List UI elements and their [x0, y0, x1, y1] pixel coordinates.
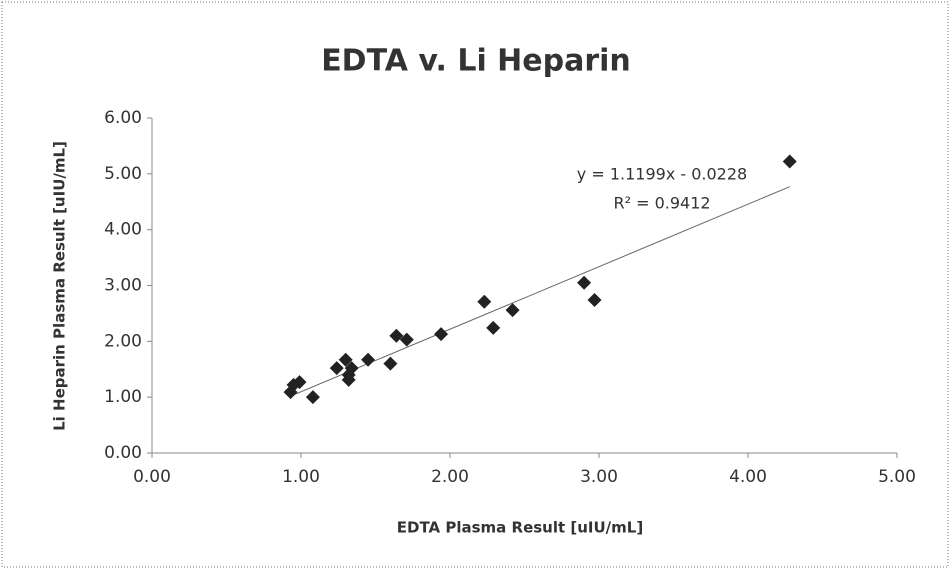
r-squared: R² = 0.9412 — [613, 194, 710, 213]
point — [577, 275, 592, 290]
y-tick-label: 4.00 — [104, 220, 142, 240]
point — [283, 385, 298, 400]
x-tick-label: 0.00 — [133, 467, 171, 487]
y-tick-label: 5.00 — [104, 164, 142, 184]
trendline-equation: y = 1.1199x - 0.0228 — [577, 165, 747, 184]
y-tick-label: 6.00 — [104, 108, 142, 128]
point — [361, 352, 376, 367]
point — [477, 294, 492, 309]
y-axis-label: Li Heparin Plasma Result [uIU/mL] — [51, 141, 69, 431]
trendline — [290, 186, 790, 397]
x-tick-label: 2.00 — [431, 467, 469, 487]
point — [329, 361, 344, 376]
chart-title: EDTA v. Li Heparin — [321, 44, 631, 79]
point — [389, 328, 404, 343]
y-tick-label: 1.00 — [104, 387, 142, 407]
point — [305, 390, 320, 405]
y-tick-label: 2.00 — [104, 331, 142, 351]
point — [782, 154, 797, 169]
point — [341, 372, 356, 387]
point — [505, 303, 520, 318]
point — [434, 327, 449, 342]
point — [338, 352, 353, 367]
x-tick-label: 4.00 — [729, 467, 767, 487]
x-tick-label: 5.00 — [878, 467, 916, 487]
x-tick-label: 1.00 — [282, 467, 320, 487]
x-axis-label: EDTA Plasma Result [uIU/mL] — [397, 519, 643, 537]
point — [292, 375, 307, 390]
x-tick-label: 3.00 — [580, 467, 618, 487]
point — [399, 332, 414, 347]
point — [486, 320, 501, 335]
y-tick-label: 0.00 — [104, 443, 142, 463]
y-tick-label: 3.00 — [104, 276, 142, 296]
point — [587, 293, 602, 308]
point — [344, 361, 359, 376]
point — [383, 356, 398, 371]
